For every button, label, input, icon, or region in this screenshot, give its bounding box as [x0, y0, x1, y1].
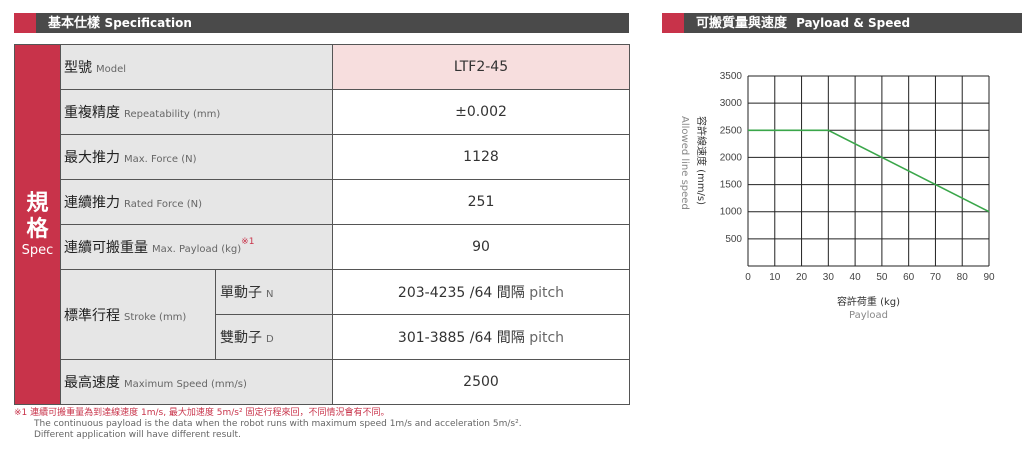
table-row: 標準行程 Stroke (mm) 單動子 N 203-4235 /64 間隔 pit…	[15, 269, 630, 360]
y-tick-label: 3500	[720, 71, 743, 82]
max-force-value: 1128	[332, 134, 630, 180]
side-zh-2: 格	[26, 217, 49, 242]
max-speed-value: 2500	[332, 359, 630, 405]
max-speed-label: 最高速度 Maximum Speed (mm/s)	[60, 359, 333, 405]
table-row: 連續可搬重量 Max. Payload (kg)※1 90	[15, 224, 630, 270]
chart-header-en: Payload & Speed	[796, 16, 911, 30]
single-mover-value: 203-4235 /64 間隔 pitch	[332, 269, 630, 315]
y-tick-label: 2000	[720, 152, 743, 163]
x-tick-label: 60	[903, 272, 915, 283]
chart-header-zh: 可搬質量與速度	[696, 16, 788, 31]
repeatability-value: ±0.002	[332, 89, 630, 135]
rated-force-value: 251	[332, 179, 630, 225]
payload-label: 連續可搬重量 Max. Payload (kg)※1	[60, 224, 333, 270]
y-tick-label: 1500	[720, 180, 743, 191]
double-mover-label: 雙動子 D	[215, 314, 333, 360]
spec-side-label: 規 格 Spec	[14, 44, 61, 405]
payload-footnote-ref: ※1	[241, 237, 255, 247]
x-tick-label: 10	[769, 272, 781, 283]
y-tick-label: 2500	[720, 125, 743, 136]
x-tick-label: 50	[876, 272, 888, 283]
spec-header-en: Specification	[104, 16, 192, 30]
y-axis-label-en: Allowed line speed	[679, 116, 690, 210]
y-tick-label: 3000	[720, 98, 743, 109]
x-axis-label-zh: 容許荷重 (kg)	[837, 295, 900, 308]
chart-section-header: 可搬質量與速度 Payload & Speed	[662, 13, 1022, 33]
side-zh-1: 規	[26, 191, 49, 216]
payload-value: 90	[332, 224, 630, 270]
side-en: Spec	[21, 243, 54, 258]
payload-speed-chart: 0 10 20 30 40 50 60 70 80 90 500 1000 1500 2000 2500 30…	[679, 71, 995, 320]
footnote: ※1 連續可搬重量為到達線速度 1m/s, 最大加速度 5m/s² 固定行程來回…	[14, 408, 522, 441]
x-tick-label: 80	[957, 272, 969, 283]
y-tick-label: 1000	[720, 207, 743, 218]
table-row: 連續推力 Rated Force (N) 251	[15, 179, 630, 225]
header-accent	[14, 13, 36, 33]
table-row: 最大推力 Max. Force (N) 1128	[15, 134, 630, 180]
table-row: 規 格 Spec 型號 Model LTF2-45	[14, 44, 630, 405]
payload-speed-line	[748, 129, 990, 213]
x-tick-label: 30	[823, 272, 835, 283]
max-force-label: 最大推力 Max. Force (N)	[60, 134, 333, 180]
footnote-en-2: Different application will have differen…	[34, 430, 241, 440]
x-tick-label: 20	[796, 272, 808, 283]
spec-section-header: 基本仕樣 Specification	[14, 13, 629, 33]
spec-header-zh: 基本仕樣	[48, 16, 101, 31]
spec-table: 規 格 Spec 型號 Model LTF2-45 重複精度 Repeatabili…	[14, 44, 630, 405]
y-axis-label-zh: 容許線速度 (mm/s)	[695, 116, 708, 205]
x-tick-label: 40	[850, 272, 862, 283]
header-accent	[662, 13, 684, 33]
y-tick-label: 500	[725, 234, 742, 245]
table-row: 最高速度 Maximum Speed (mm/s) 2500	[15, 359, 630, 405]
x-tick-label: 0	[745, 272, 751, 283]
model-label: 型號 Model	[60, 44, 333, 90]
footnote-en-1: The continuous payload is the data when …	[34, 419, 522, 429]
model-value: LTF2-45	[332, 44, 630, 90]
repeatability-label: 重複精度 Repeatability (mm)	[60, 89, 333, 135]
x-tick-label: 90	[983, 272, 995, 283]
footnote-zh: ※1 連續可搬重量為到達線速度 1m/s, 最大加速度 5m/s² 固定行程來回…	[14, 408, 390, 418]
rated-force-label: 連續推力 Rated Force (N)	[60, 179, 333, 225]
table-row: 重複精度 Repeatability (mm) ±0.002	[15, 89, 630, 135]
x-tick-label: 70	[930, 272, 942, 283]
stroke-label: 標準行程 Stroke (mm)	[60, 269, 216, 360]
single-mover-label: 單動子 N	[215, 269, 333, 315]
x-axis-label-en: Payload	[849, 310, 888, 320]
double-mover-value: 301-3885 /64 間隔 pitch	[332, 314, 630, 360]
